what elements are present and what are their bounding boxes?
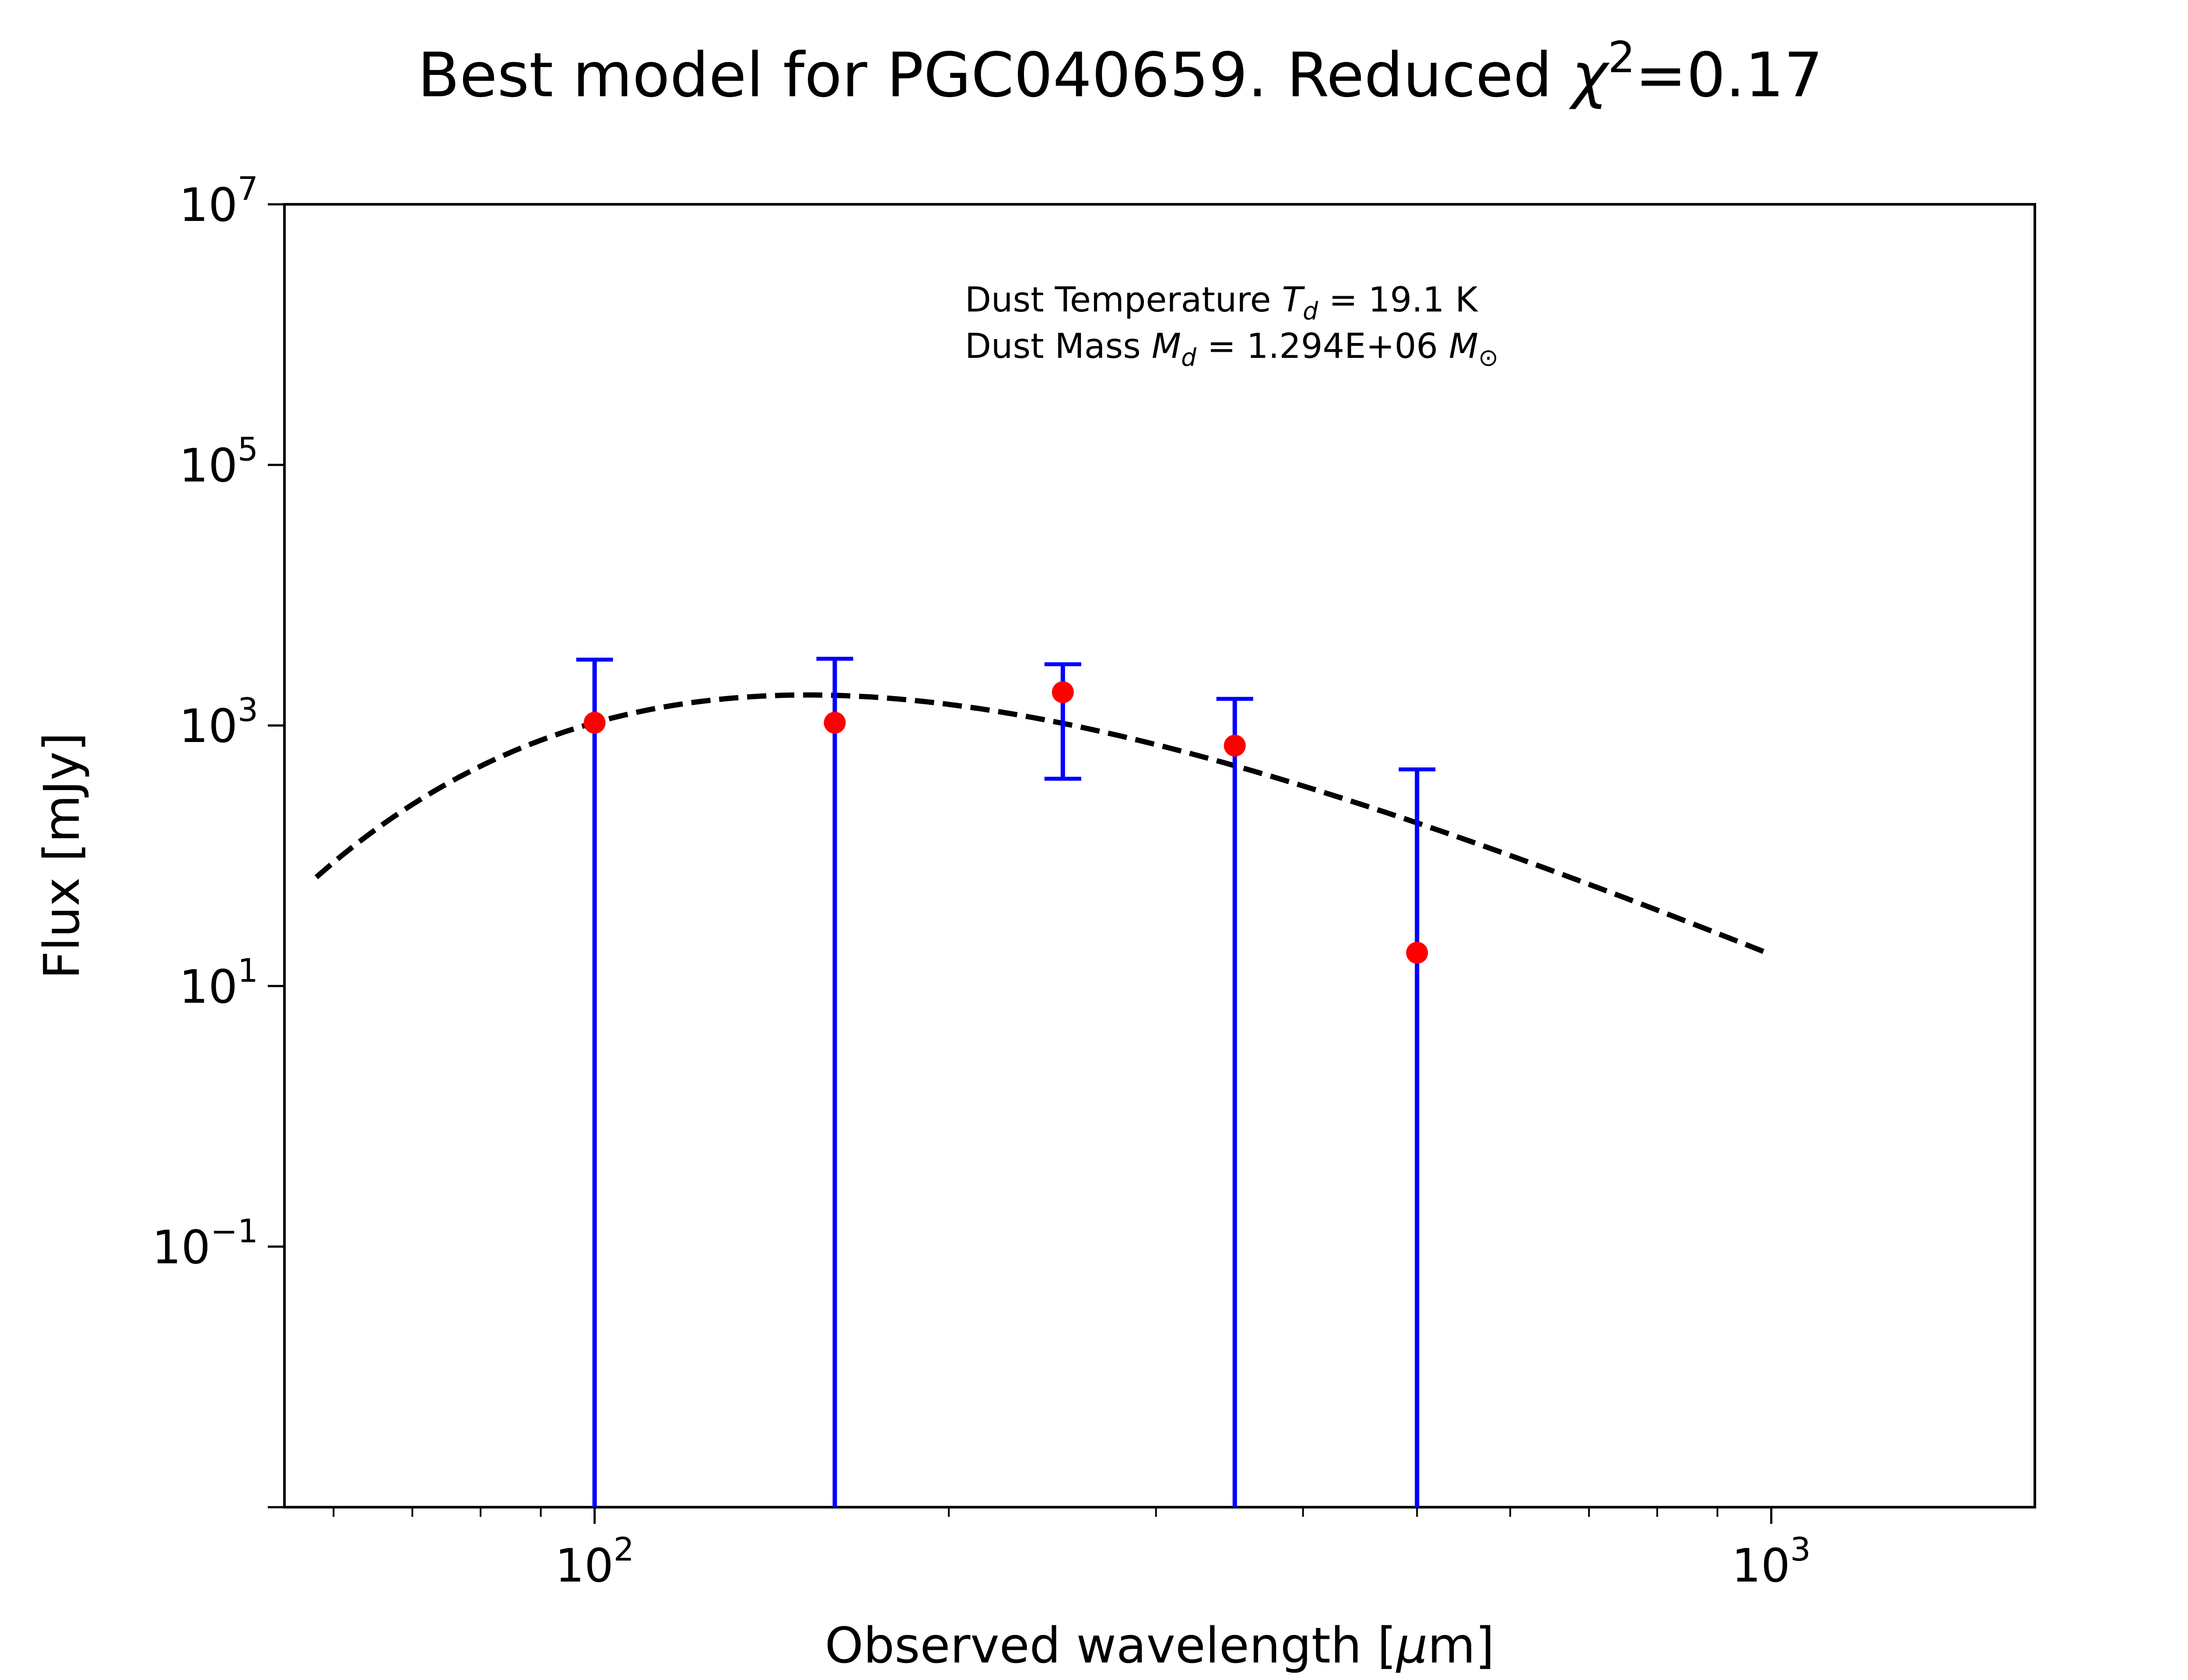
- y-tick-exponent: 1: [238, 952, 258, 990]
- x-tick-exponent: 3: [1790, 1531, 1811, 1568]
- chart-title-text: Best model for PGC040659. Reduced: [417, 40, 1571, 111]
- annotation-mass-prefix: Dust Mass: [965, 327, 1152, 366]
- y-tick-label: 105: [179, 431, 258, 493]
- annotation-mass-symbol: M: [1152, 327, 1181, 366]
- y-tick-label: 10−1: [152, 1212, 258, 1274]
- annotation-mass-sub: d: [1181, 343, 1197, 371]
- data-point: [1052, 681, 1074, 704]
- annotation-mass: Dust Mass Md = 1.294E+06 M⊙: [965, 327, 1498, 371]
- y-tick-exponent: 7: [238, 170, 258, 208]
- x-tick-base: 10: [555, 1539, 614, 1592]
- annotation-temperature-symbol: T: [1282, 280, 1305, 320]
- annotation-temperature: Dust Temperature Td = 19.1 K: [965, 280, 1478, 325]
- x-axis-ticks: 102 103: [333, 1507, 1811, 1592]
- y-tick-base: 10: [179, 178, 238, 232]
- data-point: [824, 711, 846, 734]
- model-curve-group: [314, 692, 1772, 957]
- annotation-temperature-prefix: Dust Temperature: [965, 280, 1282, 320]
- x-tick-base: 10: [1732, 1539, 1790, 1592]
- annotation-mass-unit-sub: ⊙: [1478, 343, 1498, 371]
- errorbar-group: [576, 657, 1436, 1507]
- x-axis-label-suffix: m]: [1427, 1617, 1494, 1674]
- data-point: [1406, 942, 1428, 964]
- annotation-temperature-sub: d: [1303, 297, 1318, 325]
- data-point-group: [583, 681, 1428, 964]
- x-axis-label: Observed wavelength [μm]: [825, 1617, 1494, 1674]
- annotation-temperature-suffix: = 19.1 K: [1318, 280, 1478, 320]
- x-tick-label: 102: [555, 1531, 634, 1592]
- x-axis-label-text: Observed wavelength [: [825, 1617, 1396, 1674]
- plot-area: [283, 203, 2036, 1508]
- chart-title: Best model for PGC040659. Reduced χ2=0.1…: [417, 33, 1823, 111]
- y-tick-exponent: 5: [238, 431, 258, 469]
- y-tick-exponent: −1: [210, 1212, 258, 1250]
- x-axis-label-symbol: μ: [1396, 1617, 1427, 1674]
- x-tick-exponent: 2: [614, 1531, 634, 1568]
- y-tick-label: 103: [179, 691, 258, 753]
- chart-title-exponent: 2: [1608, 33, 1635, 83]
- chart-title-suffix: =0.17: [1635, 40, 1823, 111]
- y-tick-label: 101: [179, 952, 258, 1014]
- annotation-mass-unit-symbol: M: [1449, 327, 1478, 366]
- y-tick-base: 10: [179, 960, 238, 1014]
- y-tick-base: 10: [152, 1221, 210, 1274]
- x-tick-label: 103: [1732, 1531, 1811, 1592]
- y-axis-label: Flux [mJy]: [34, 732, 91, 979]
- y-tick-label: 107: [179, 170, 258, 232]
- y-tick-base: 10: [179, 439, 238, 493]
- y-tick-base: 10: [179, 700, 238, 753]
- y-tick-exponent: 3: [238, 691, 258, 729]
- data-point: [583, 711, 606, 734]
- data-point: [1224, 735, 1246, 757]
- annotation-mass-middle: = 1.294E+06: [1196, 327, 1449, 366]
- chart-title-symbol: χ: [1569, 40, 1610, 111]
- model-curve: [314, 692, 1772, 957]
